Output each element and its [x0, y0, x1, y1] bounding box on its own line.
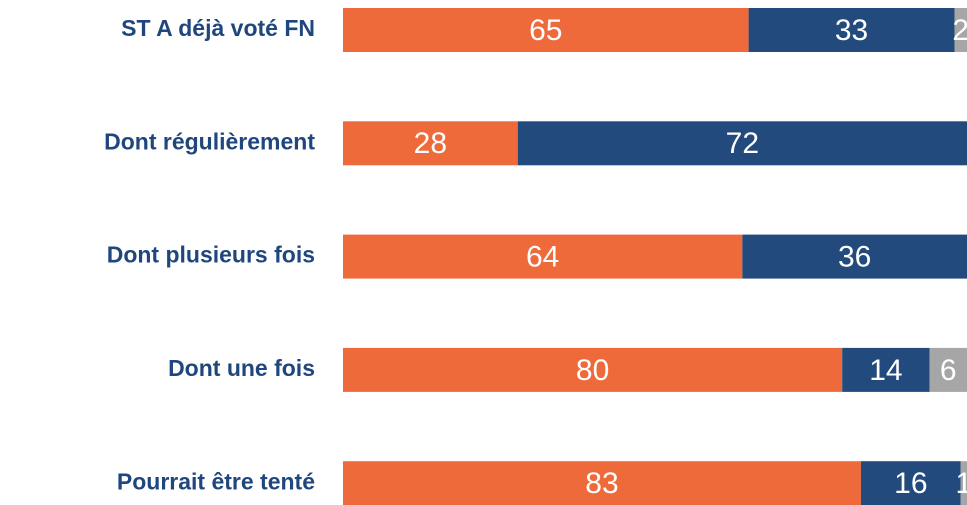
bar-segment: [954, 8, 967, 52]
bar-segment: [860, 461, 961, 505]
value-label: 6: [940, 354, 957, 387]
bar-segment: [343, 121, 518, 166]
category-label: Pourrait être tenté: [117, 468, 315, 494]
category-label: ST A déjà voté FN: [121, 15, 315, 41]
bar-segment: [929, 347, 967, 392]
value-label: 14: [869, 354, 902, 387]
value-label: 80: [576, 354, 609, 387]
value-label: 1: [956, 467, 967, 500]
value-label: 36: [838, 241, 871, 274]
value-label: 83: [585, 467, 618, 500]
value-label: 64: [526, 241, 559, 274]
value-label: 16: [894, 467, 927, 500]
category-label: Dont plusieurs fois: [107, 242, 315, 268]
bar-segment: [842, 347, 930, 392]
value-label: 33: [835, 14, 868, 47]
bar-segment: [960, 461, 967, 505]
bar-segment: [343, 461, 861, 505]
bar-segment: [742, 234, 967, 279]
bar-segment: [343, 347, 843, 392]
bar-segment: [343, 234, 743, 279]
bar-segment: [517, 121, 967, 166]
value-label: 65: [529, 14, 562, 47]
value-label: 28: [414, 127, 447, 160]
category-label: Dont régulièrement: [104, 128, 315, 154]
bar-segment: [343, 8, 749, 52]
category-label: Dont une fois: [168, 355, 315, 381]
value-label: 2: [952, 14, 967, 47]
value-label: 72: [726, 127, 759, 160]
bar-segment: [748, 8, 955, 52]
